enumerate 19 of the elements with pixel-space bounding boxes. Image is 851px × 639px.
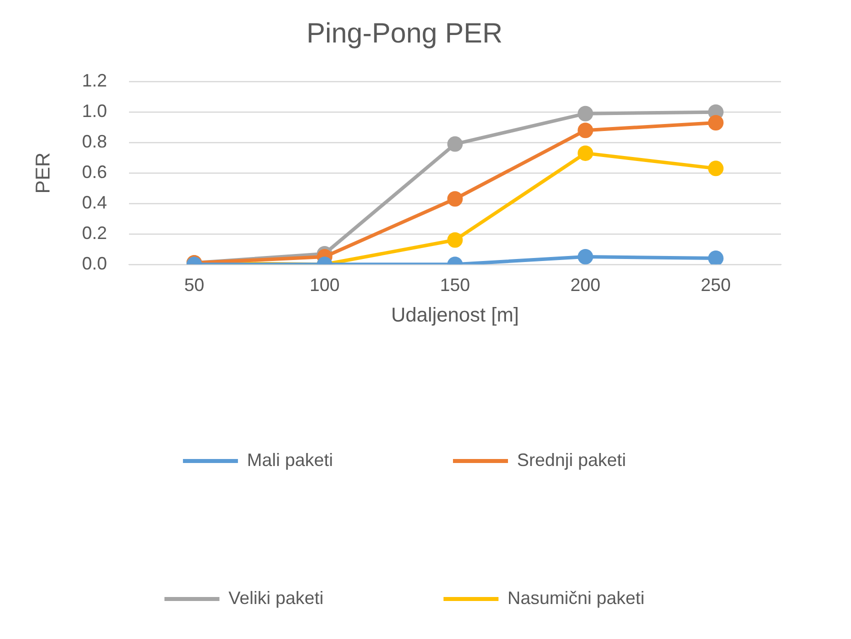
x-tick-label: 150 <box>440 275 470 296</box>
y-tick-label: 1.2 <box>82 70 108 91</box>
x-tick-label: 50 <box>184 275 204 296</box>
legend-label: Mali paketi <box>246 450 333 470</box>
x-tick-label: 200 <box>570 275 600 296</box>
y-tick-label: 0.4 <box>82 192 108 212</box>
y-tick-label: 0.6 <box>82 162 108 182</box>
x-axis-title: Udaljenost [m] <box>391 304 519 327</box>
chart-title: Ping-Pong PER <box>306 18 503 49</box>
legend-label: Srednji paketi <box>516 450 626 470</box>
y-axis-title: PER <box>32 152 55 194</box>
legend-label: Veliki paketi <box>228 588 324 608</box>
y-tick-label: 0.8 <box>82 132 108 152</box>
y-tick-label: 1.0 <box>82 101 108 122</box>
legend-label: Nasumični paketi <box>508 588 645 608</box>
y-tick-label: 0.2 <box>82 222 108 243</box>
x-tick-label: 250 <box>700 275 731 296</box>
y-tick-label: 0.0 <box>82 253 108 274</box>
x-tick-label: 100 <box>310 275 340 296</box>
